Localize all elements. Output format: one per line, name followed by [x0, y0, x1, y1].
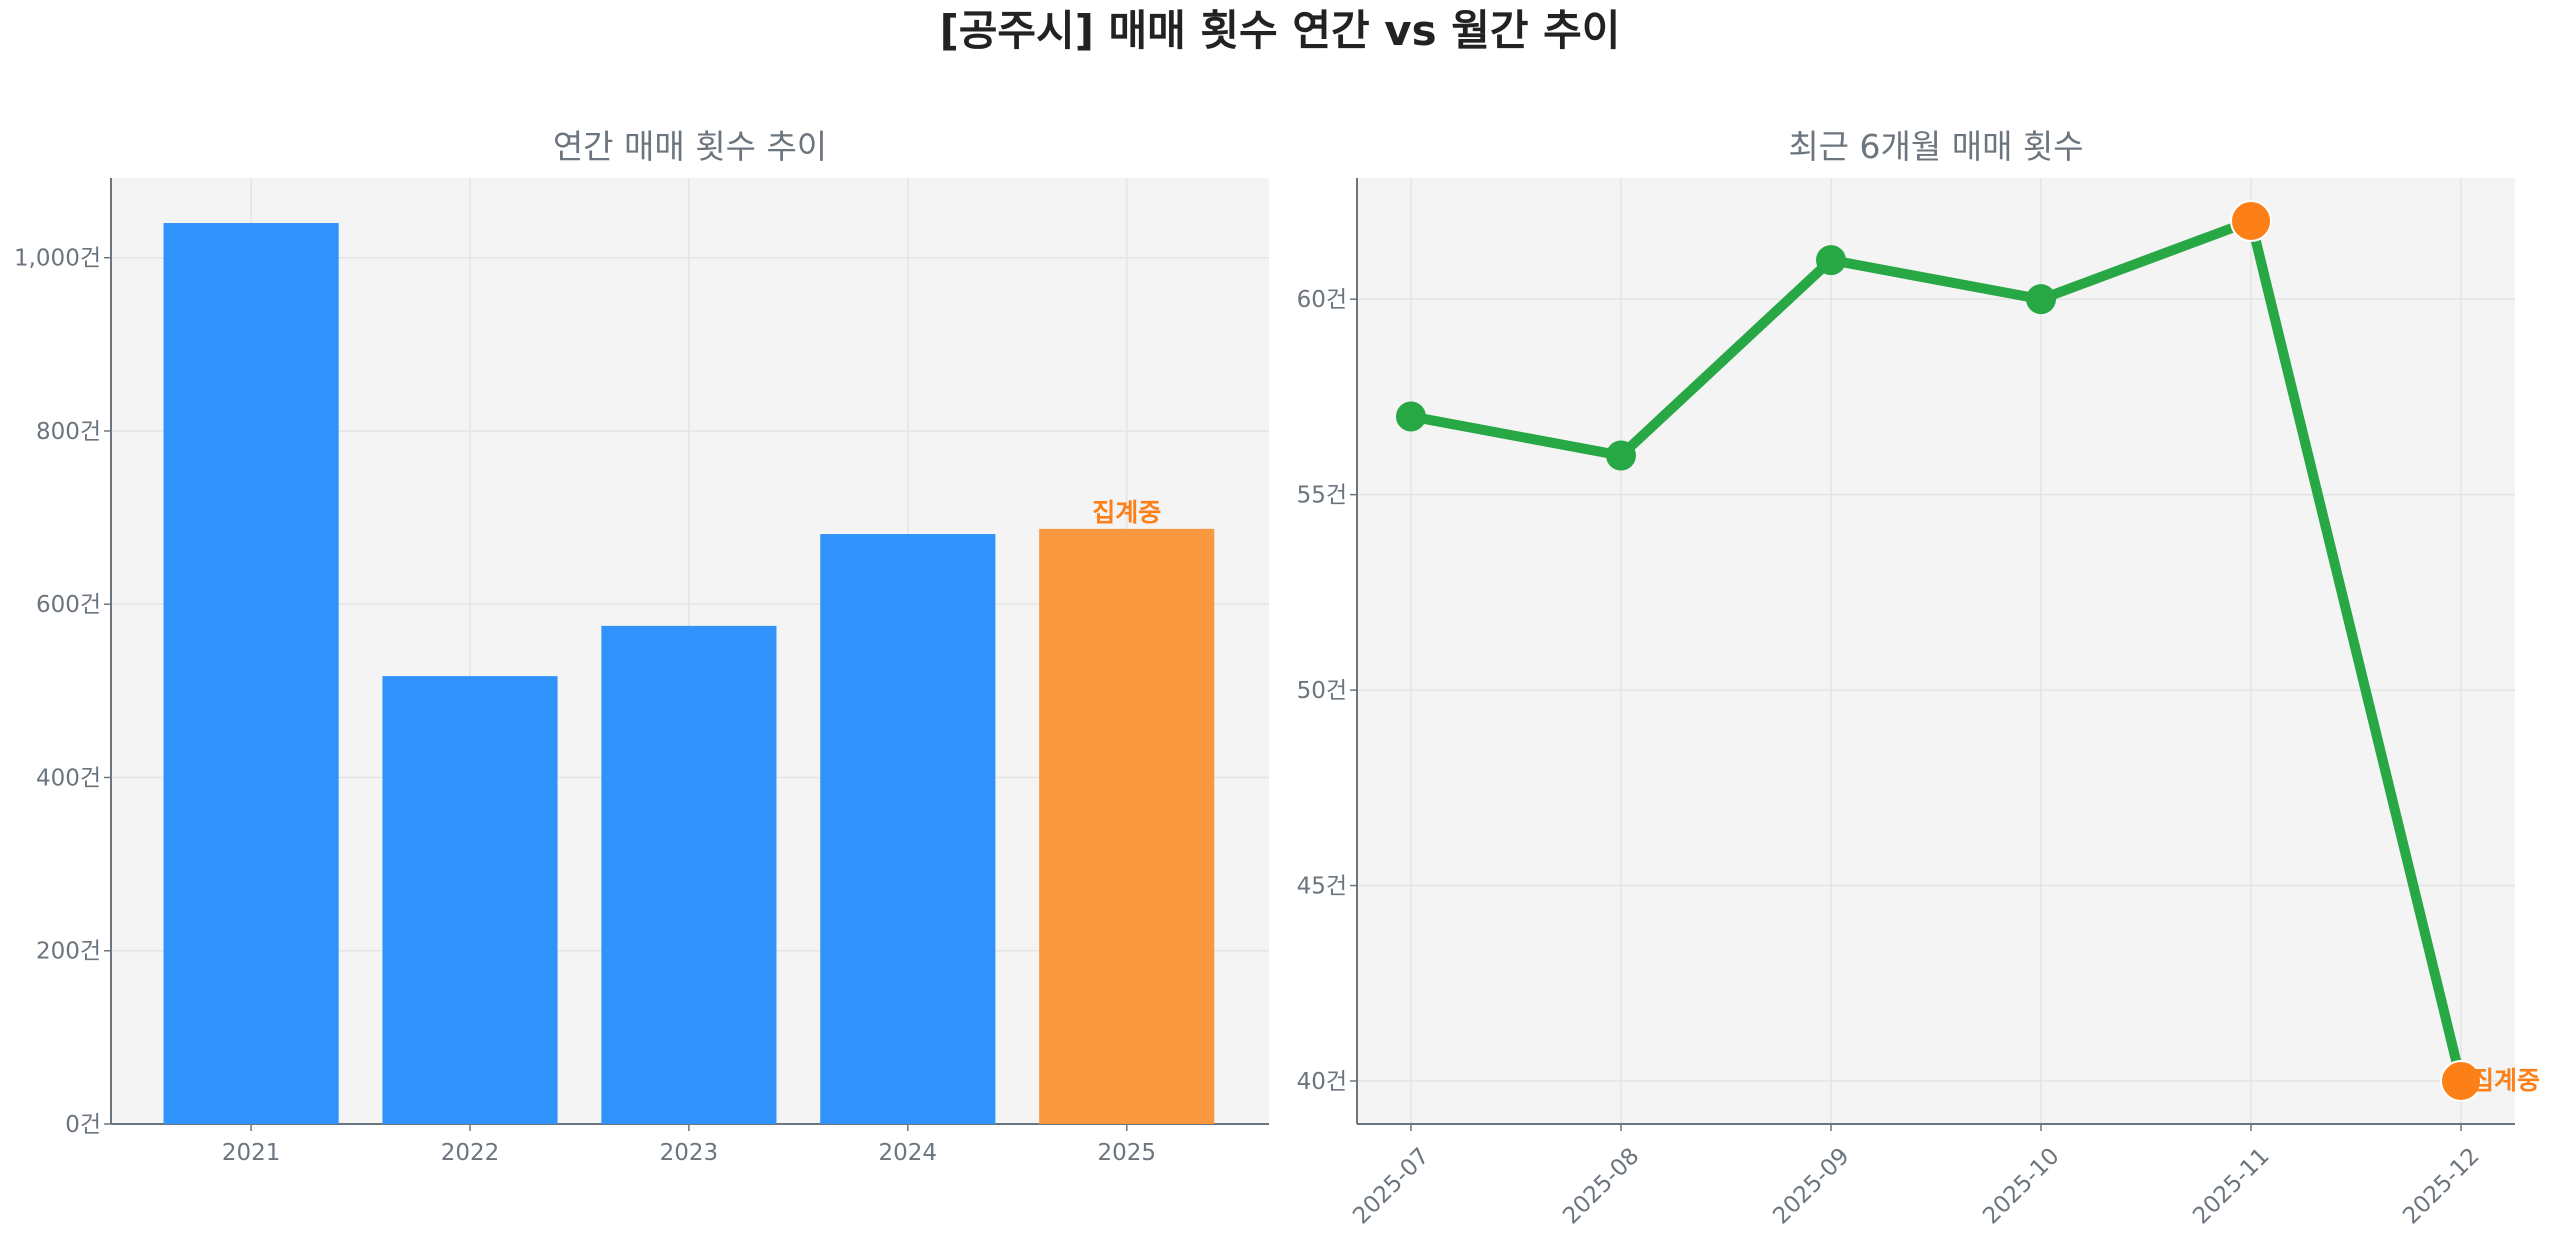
x-tick-label: 2021: [222, 1140, 281, 1166]
bar-2021: [163, 223, 339, 1125]
y-tick-label: 40건: [1297, 1069, 1347, 1095]
point-annotation: 집계중: [2471, 1066, 2540, 1095]
data-point-2025-11: [2230, 200, 2273, 242]
y-tick-label: 200건: [36, 939, 101, 965]
y-tick-label: 60건: [1297, 287, 1347, 313]
subplot-title: 최근 6개월 매매 횟수: [1788, 127, 2083, 166]
data-point-2025-07: [1395, 401, 1426, 432]
x-tick-label: 2023: [660, 1140, 719, 1166]
y-tick-label: 45건: [1297, 874, 1347, 900]
x-tick-label: 2025-11: [2188, 1143, 2274, 1229]
plot-area: [1357, 178, 2515, 1124]
bar-2022: [382, 676, 558, 1124]
x-tick-label: 2025-09: [1768, 1143, 1854, 1229]
bar-2025: [1039, 528, 1215, 1124]
bar-annotation: 집계중: [1092, 498, 1161, 527]
data-point-2025-09: [1815, 245, 1846, 276]
x-tick-label: 2025: [1097, 1140, 1156, 1166]
data-point-2025-10: [2026, 284, 2057, 315]
x-tick-label: 2022: [441, 1140, 500, 1166]
bar-2024: [820, 534, 996, 1124]
x-tick-label: 2024: [879, 1140, 938, 1166]
x-tick-label: 2025-07: [1348, 1143, 1434, 1229]
subplot-title: 연간 매매 횟수 추이: [553, 127, 827, 166]
y-tick-label: 50건: [1297, 678, 1347, 704]
y-tick-label: 55건: [1297, 483, 1347, 509]
figure-title: [공주시] 매매 횟수 연간 vs 월간 추이: [940, 6, 1621, 55]
monthly-line-chart: 40건 45건 50건 55건 60건 최근 6개월 매매 횟수 2025-07 2025-0…: [1297, 127, 2540, 1230]
y-tick-label: 0건: [65, 1112, 101, 1138]
x-tick-label: 2025-08: [1558, 1143, 1644, 1229]
y-tick-label: 400건: [36, 765, 101, 791]
bar-2023: [601, 625, 777, 1124]
data-point-2025-12: [2440, 1060, 2483, 1102]
y-tick-label: 600건: [36, 592, 101, 618]
x-tick-label: 2025-10: [1978, 1143, 2064, 1229]
x-tick-label: 2025-12: [2398, 1143, 2484, 1229]
series-line: [1410, 216, 2466, 1083]
annual-bar-chart: 0건 200건 400건 600건 800건 1,000건 연간 매매 횟수 추이 2021 2…: [14, 127, 1269, 1166]
data-point-2025-08: [1605, 440, 1636, 471]
y-tick-label: 800건: [36, 419, 101, 445]
y-tick-label: 1,000건: [14, 246, 101, 272]
